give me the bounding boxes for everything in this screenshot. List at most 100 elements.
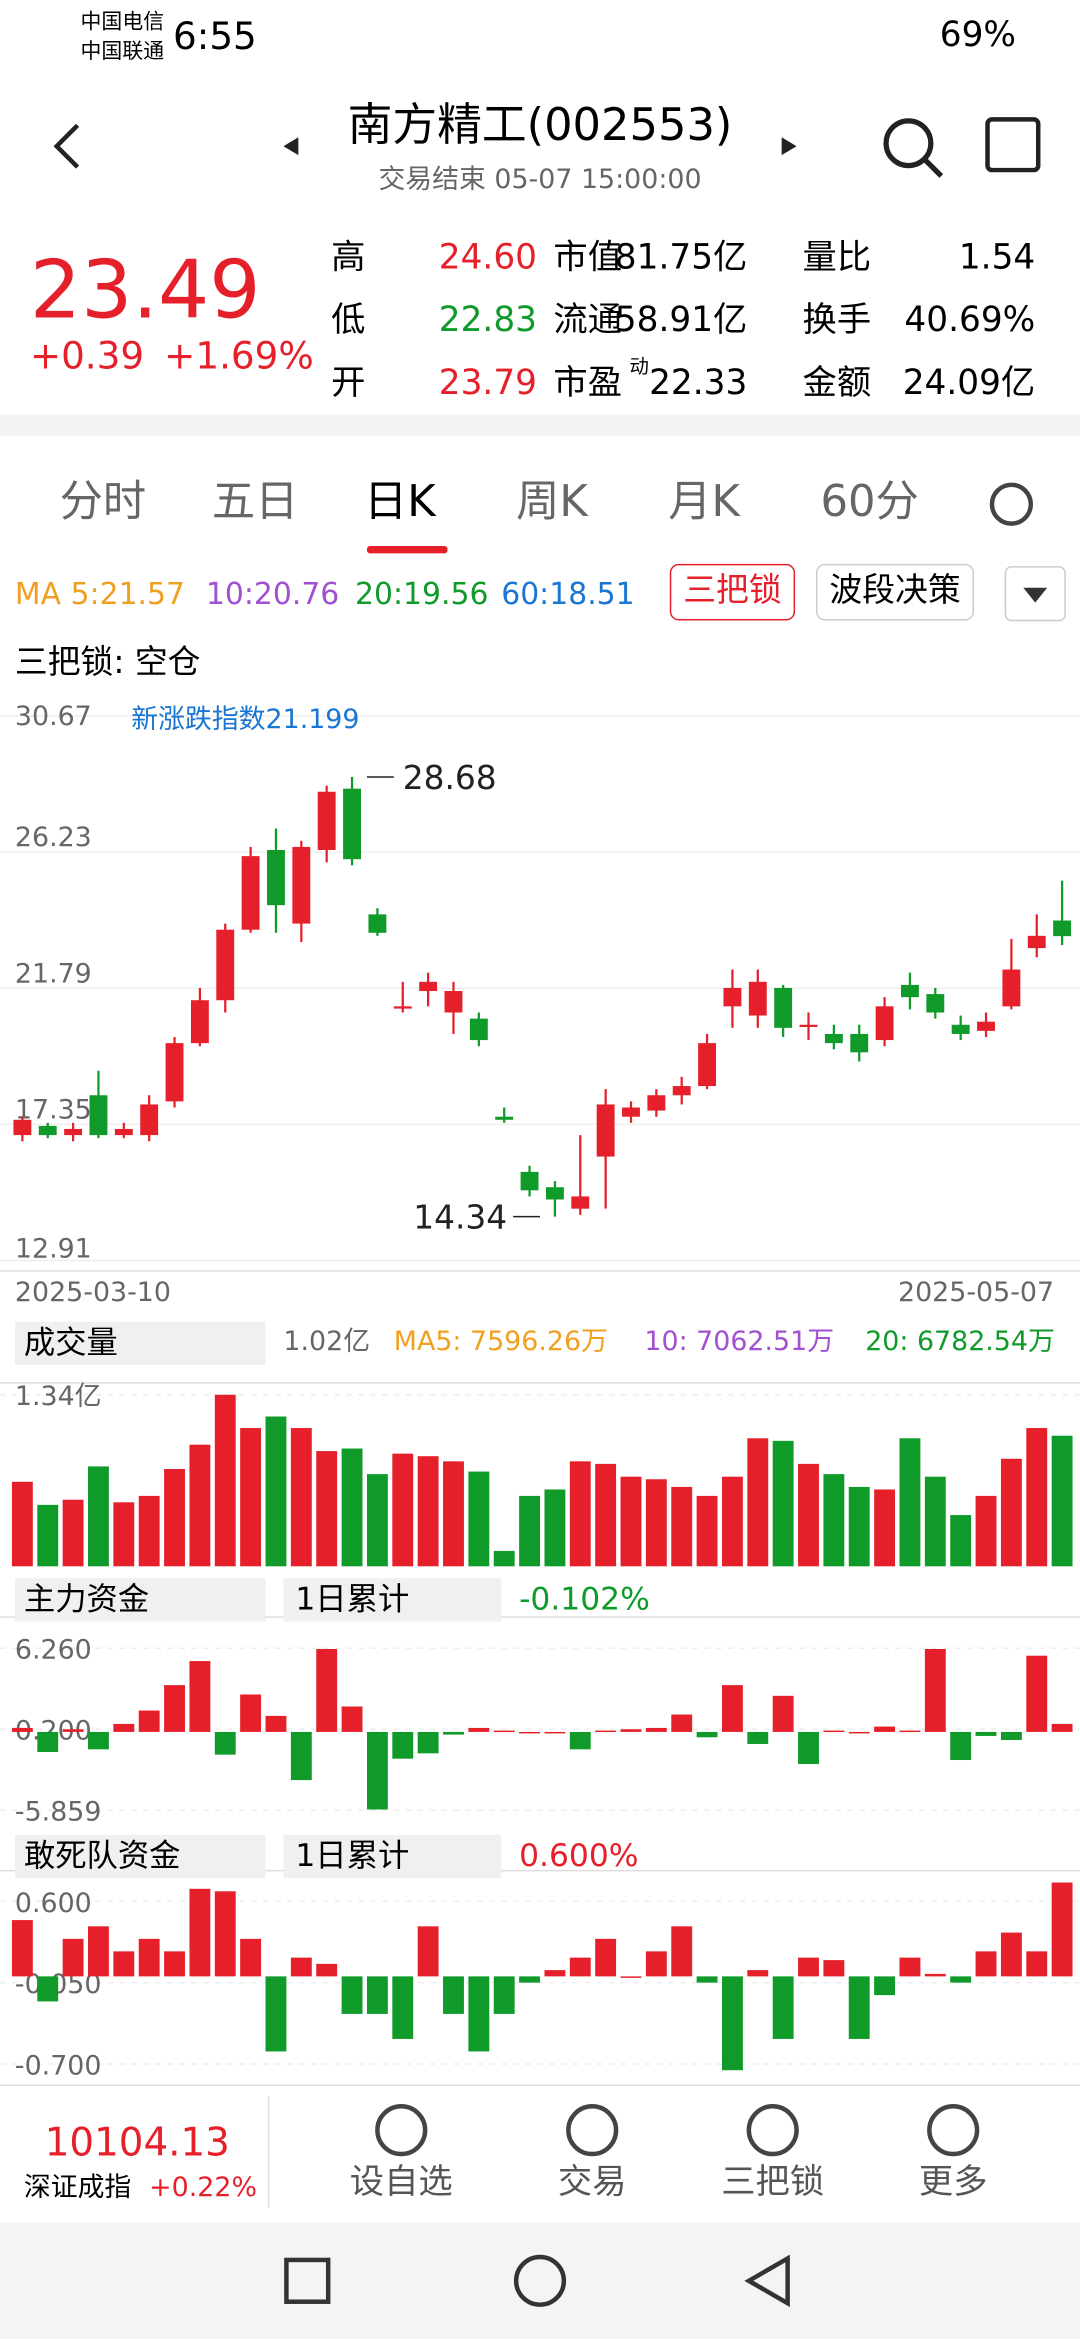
bar [113,1951,135,1977]
bar [798,1731,819,1765]
volume-ma: MA5: 7596.26万 [393,1326,608,1358]
change: +0.39 [29,334,145,378]
bar [569,1731,591,1750]
panel-select[interactable]: 主力资金 [14,1578,266,1622]
bar [772,1440,794,1567]
tab[interactable]: 周K [516,475,588,527]
bar [417,1926,439,1977]
candle-body [596,1104,615,1157]
bar [240,1694,262,1732]
bar [1000,1731,1022,1740]
stat-label: 低 [331,301,366,341]
bar [265,1416,287,1567]
index-name: 深证成指 [23,2171,132,2204]
bar [544,1731,566,1734]
candle-body [89,1095,108,1136]
subtitle: 交易结束 05-07 15:00:00 [378,164,702,196]
bar [747,1731,769,1744]
bar [798,1463,819,1567]
tab[interactable]: 分时 [59,475,147,527]
bar [113,1502,135,1567]
stat-value: 22.83 [438,301,538,341]
bar [595,1730,617,1733]
tab[interactable]: 五日 [211,475,299,527]
bar [1026,1428,1048,1567]
bar [696,1731,718,1738]
stat-value: 23.79 [438,363,538,403]
index-label: 新涨跌指数21.199 [131,704,360,736]
recent-button[interactable] [284,2257,331,2304]
nav-item[interactable]: 交易 [557,2162,627,2202]
stat-value: 58.91亿 [614,301,748,341]
panel-select[interactable]: 成交量 [14,1321,266,1365]
y-tick-label: 12.91 [15,1234,92,1265]
bar [975,1951,997,1977]
stat-value: 24.09亿 [902,363,1036,403]
bar [265,1715,287,1732]
settings-icon[interactable] [989,482,1034,526]
bar [138,1938,160,1977]
wave-button[interactable]: 波段决策 [815,563,975,621]
bar [392,1453,414,1567]
index-change: +0.22% [149,2171,257,2204]
bar [240,1428,262,1567]
nav-icon [746,2104,799,2157]
stat-label: 金额 [802,363,872,403]
nav-icon [927,2104,980,2157]
date-label: 2025-05-07 [898,1276,1055,1309]
candle-body [951,1024,970,1034]
bar [874,1726,896,1732]
tab[interactable]: 60分 [820,475,919,527]
candle-body [241,856,260,930]
panel-select[interactable]: 敢死队资金 [14,1834,266,1879]
period-select[interactable]: 1日累计 [283,1834,502,1879]
ma-label: 20:19.56 [355,575,489,612]
candle-body [343,788,361,860]
volume-ma: 20: 6782.54万 [865,1326,1055,1358]
volume-ma: 10: 7062.51万 [644,1326,835,1358]
bar [290,1957,312,1977]
candle-body [419,981,438,992]
lock-button[interactable]: 三把锁 [669,563,796,621]
bar [519,1495,541,1567]
stat-label: 市值 [553,238,623,278]
bar [493,1976,515,2014]
bar [569,1957,591,1977]
tab[interactable]: 月K [668,475,740,527]
bar [62,1729,84,1732]
candle-body [748,981,767,1016]
tab[interactable]: 日K [363,475,436,527]
back-arrow[interactable] [53,123,80,169]
bar [113,1723,135,1732]
candle-body [774,987,793,1028]
dropdown-button[interactable] [1004,566,1066,622]
nav-item[interactable]: 更多 [918,2162,988,2202]
bar [88,1466,109,1567]
back-button[interactable] [744,2254,790,2308]
bar [392,1976,414,2039]
period-select[interactable]: 1日累计 [283,1578,502,1622]
share-icon[interactable] [985,117,1041,173]
bar [950,1976,972,1983]
candle-body [190,1000,209,1044]
search-icon[interactable] [883,118,934,169]
y-tick-label: 1.34亿 [15,1381,102,1412]
bar [620,1729,642,1732]
candle-body [977,1021,995,1031]
bar [37,1976,59,2002]
bar [798,1957,819,1977]
high-label: 28.68 [403,759,497,797]
bar [569,1461,591,1567]
ma-label: 10:20.76 [205,575,340,612]
stat-sup: 动 [629,356,649,379]
candle-body [799,1024,818,1027]
candle-body [267,849,285,906]
price: 23.49 [29,243,261,338]
bar [11,1920,33,1977]
home-button[interactable] [513,2254,567,2307]
bar [1051,1723,1073,1732]
candle-body [140,1104,159,1136]
nav-item[interactable]: 设自选 [349,2162,453,2202]
nav-item[interactable]: 三把锁 [721,2162,825,2202]
